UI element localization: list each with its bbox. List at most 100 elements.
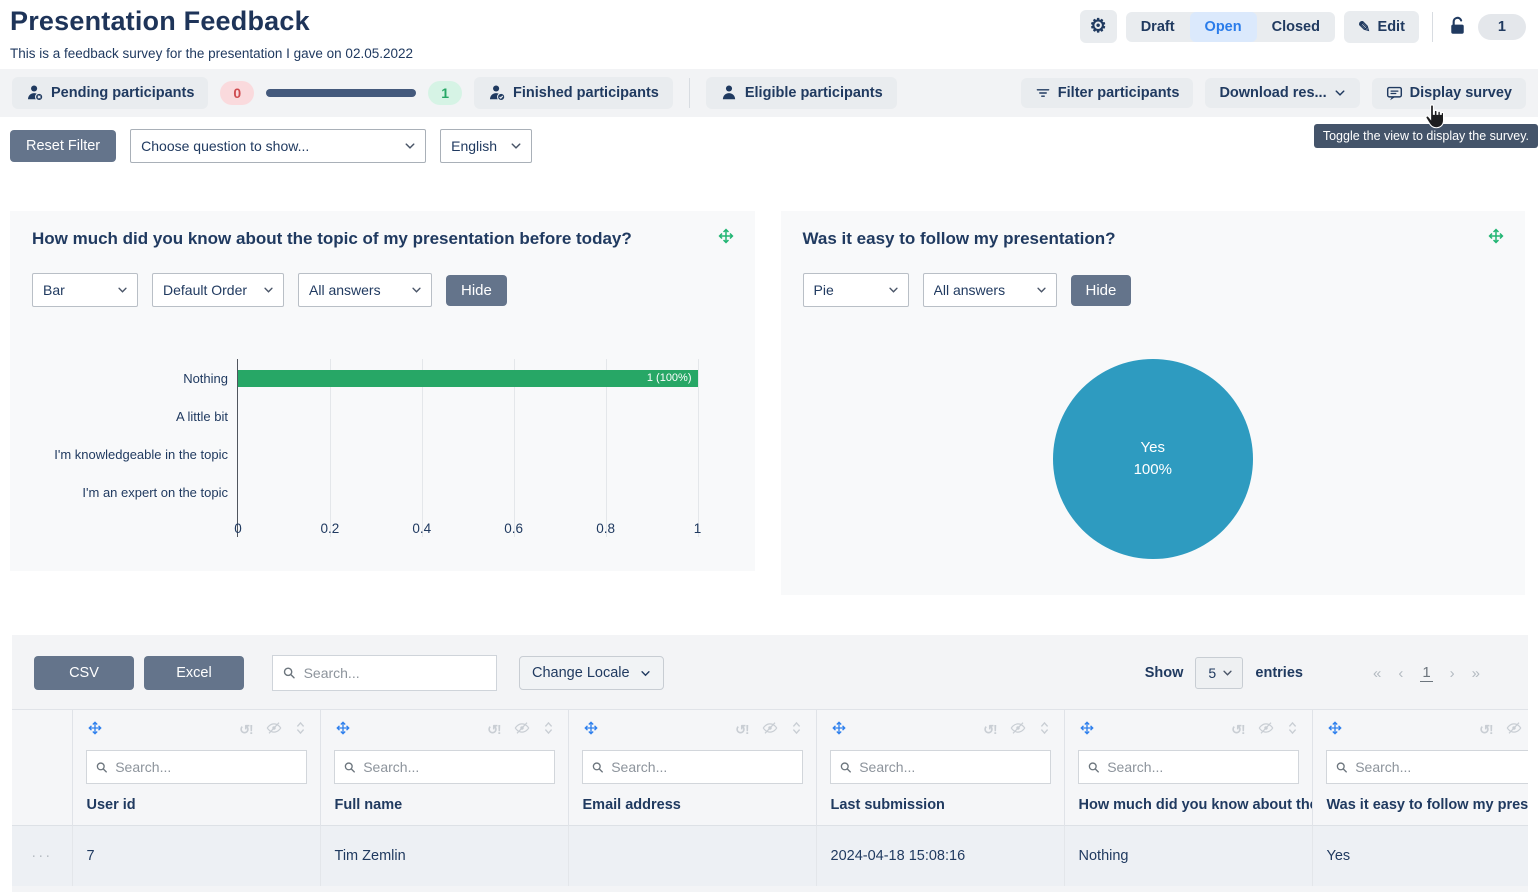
unlock-icon[interactable]: [1446, 15, 1469, 38]
column-label: Full name: [334, 797, 403, 813]
download-responses-label: Download res...: [1219, 85, 1327, 101]
page-subtitle: This is a feedback survey for the presen…: [10, 46, 414, 61]
answers-select[interactable]: All answers: [923, 274, 1056, 306]
global-search-input[interactable]: [303, 665, 486, 681]
download-responses-button[interactable]: Download res...: [1205, 78, 1360, 108]
move-icon[interactable]: [87, 720, 103, 741]
eye-off-icon[interactable]: [1010, 720, 1026, 741]
question-select[interactable]: Choose question to show...: [131, 130, 426, 162]
move-icon[interactable]: [1327, 720, 1343, 741]
column-header-question-1: ↺! How much did you know about the topic…: [1064, 710, 1313, 826]
eye-off-icon[interactable]: [762, 720, 778, 741]
category-label: Nothing: [183, 370, 228, 386]
edit-button[interactable]: ✎ Edit: [1343, 10, 1419, 43]
page-number[interactable]: 1: [1420, 664, 1433, 682]
column-search-input[interactable]: [1107, 759, 1289, 775]
column-header-question-2: ↺! Was it easy to follow my presentation…: [1312, 710, 1528, 826]
last-page-icon[interactable]: »: [1471, 664, 1480, 682]
bar-plot-area: 1 (100%) 0 0.2 0.4 0.6 0.8 1: [234, 359, 701, 537]
hide-chart-button[interactable]: Hide: [446, 274, 507, 306]
chart-type-select-wrap: Bar: [32, 273, 138, 307]
answers-select[interactable]: All answers: [299, 274, 431, 306]
sort-icon[interactable]: [295, 721, 306, 740]
row-expander[interactable]: ···: [12, 825, 73, 886]
prev-page-icon[interactable]: ‹: [1398, 664, 1404, 682]
pie-chart[interactable]: Yes 100%: [1052, 359, 1253, 559]
move-icon[interactable]: [1487, 227, 1505, 250]
category-label: I'm an expert on the topic: [82, 484, 228, 500]
search-icon: [592, 761, 603, 773]
page-size-select[interactable]: 5: [1196, 658, 1243, 688]
column-search-input[interactable]: [363, 759, 545, 775]
order-select[interactable]: Default Order: [153, 274, 283, 306]
bar-chart-controls: Bar Default Order All answers Hide: [32, 273, 733, 307]
column-search-input[interactable]: [115, 759, 297, 775]
status-tab-draft[interactable]: Draft: [1140, 18, 1175, 35]
chevron-down-icon: [1335, 90, 1345, 96]
column-search-box: [1077, 750, 1299, 784]
sort-icon[interactable]: [1287, 721, 1298, 740]
sort-icon[interactable]: [791, 721, 802, 740]
column-reset-icon[interactable]: ↺!: [1479, 722, 1493, 737]
eye-off-icon[interactable]: [514, 720, 530, 741]
pie-slice-label: Yes: [1140, 438, 1165, 456]
status-tab-closed[interactable]: Closed: [1271, 18, 1320, 35]
chart-type-select[interactable]: Pie: [803, 274, 908, 306]
column-label: Email address: [582, 797, 681, 813]
column-reset-icon[interactable]: ↺!: [239, 722, 253, 737]
display-survey-button[interactable]: Display survey: [1371, 77, 1526, 109]
column-label: How much did you know about the topic of…: [1078, 797, 1312, 813]
column-reset-icon[interactable]: ↺!: [983, 722, 997, 737]
sort-icon[interactable]: [1039, 721, 1050, 740]
pending-participants-button[interactable]: Pending participants: [12, 77, 209, 109]
responses-table: ↺! User id: [12, 710, 1528, 886]
x-tick: 0.8: [596, 521, 615, 536]
eye-off-icon[interactable]: [1506, 720, 1522, 741]
response-count-badge: 1: [1477, 13, 1526, 40]
bar-chart-card: How much did you know about the topic of…: [10, 211, 755, 571]
move-icon[interactable]: [335, 720, 351, 741]
move-icon[interactable]: [717, 227, 735, 250]
edit-button-label: Edit: [1377, 18, 1405, 35]
next-page-icon[interactable]: ›: [1449, 664, 1455, 682]
eligible-participants-button[interactable]: Eligible participants: [705, 77, 897, 109]
move-icon[interactable]: [583, 720, 599, 741]
pencil-icon: ✎: [1357, 18, 1371, 36]
person-x-icon: [27, 85, 44, 102]
table-wrapper: ↺! User id: [12, 709, 1528, 886]
excel-export-button[interactable]: Excel: [144, 656, 244, 690]
move-icon[interactable]: [1079, 720, 1095, 741]
reset-filter-button[interactable]: Reset Filter: [10, 130, 117, 162]
table-row[interactable]: ··· 7 Tim Zemlin 2024-04-18 15:08:16 Not…: [12, 825, 1528, 886]
column-search-input[interactable]: [611, 759, 793, 775]
finished-participants-button[interactable]: Finished participants: [474, 77, 673, 109]
entries-label: entries: [1255, 665, 1303, 681]
language-select[interactable]: English: [441, 130, 532, 162]
filter-participants-button[interactable]: Filter participants: [1020, 78, 1194, 108]
column-search-input[interactable]: [859, 759, 1041, 775]
column-search-box: [581, 750, 803, 784]
status-tab-open[interactable]: Open: [1189, 11, 1257, 42]
divider: [688, 78, 690, 108]
sort-icon[interactable]: [543, 721, 554, 740]
survey-status-switch: Draft Open Closed: [1125, 11, 1335, 42]
csv-export-button[interactable]: CSV: [34, 656, 134, 690]
page-title: Presentation Feedback: [10, 6, 310, 36]
show-label: Show: [1144, 665, 1184, 681]
first-page-icon[interactable]: «: [1372, 664, 1382, 682]
eye-off-icon[interactable]: [266, 720, 282, 741]
column-reset-icon[interactable]: ↺!: [1231, 722, 1245, 737]
chart-type-select[interactable]: Bar: [33, 274, 137, 306]
table-header-row: ↺! User id: [12, 710, 1528, 826]
column-label: Was it easy to follow my presentation?: [1326, 797, 1529, 813]
bar-segment[interactable]: 1 (100%): [238, 369, 698, 387]
column-search-input[interactable]: [1355, 759, 1528, 775]
settings-button[interactable]: ⚙: [1079, 10, 1117, 43]
hide-chart-button[interactable]: Hide: [1070, 274, 1132, 306]
move-icon[interactable]: [831, 720, 847, 741]
change-locale-button[interactable]: Change Locale: [519, 656, 664, 690]
bar-chart: Nothing A little bit I'm knowledgeable i…: [32, 359, 733, 537]
column-reset-icon[interactable]: ↺!: [487, 722, 501, 737]
eye-off-icon[interactable]: [1258, 720, 1274, 741]
column-reset-icon[interactable]: ↺!: [735, 722, 749, 737]
